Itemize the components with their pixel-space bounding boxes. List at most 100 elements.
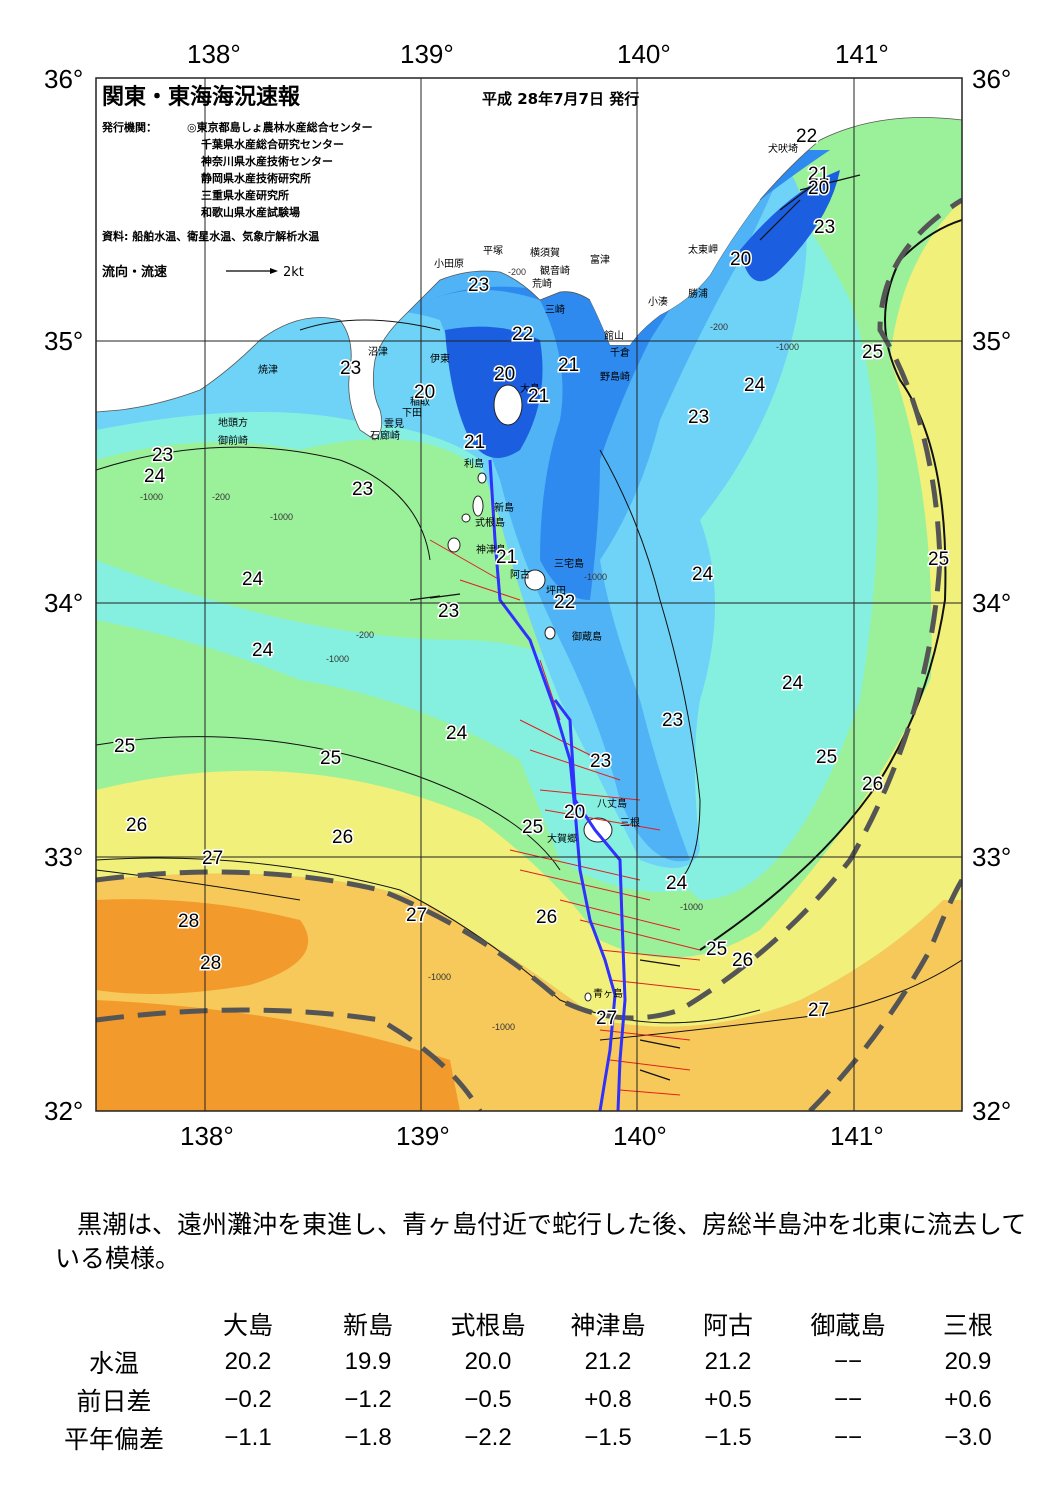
place-mitsune: 三根	[620, 816, 640, 829]
table-cell: 20.9	[944, 1348, 992, 1375]
iso-26: 26	[126, 815, 147, 836]
toshima-island	[477, 472, 487, 484]
iso-20: 20	[808, 178, 829, 199]
table-cell: −2.2	[464, 1424, 512, 1451]
iso-25: 25	[114, 736, 135, 757]
depth-200: -200	[356, 630, 374, 640]
issuer-4: 静岡県水産技術研究所	[201, 171, 311, 185]
iso-23: 23	[152, 445, 173, 466]
table-cell: +0.8	[584, 1386, 632, 1413]
depth-1000: -1000	[270, 512, 293, 522]
lon-labels-top: 138° 139° 140° 141°	[187, 39, 889, 69]
temp-zone-26-east	[860, 200, 962, 900]
place-hachijojima: 八丈島	[597, 797, 627, 810]
iso-23: 23	[688, 407, 709, 428]
kuroshio-outer-edge-west	[96, 1007, 483, 1111]
table-row: 水温 20.2 19.9 20.0 21.2 21.2 −− 20.9	[40, 1343, 1028, 1381]
kuroshio-edges	[96, 197, 962, 1111]
row-label: 平年偏差	[63, 1425, 164, 1454]
kozushima-island	[447, 537, 461, 553]
table-cell: −1.5	[704, 1424, 752, 1451]
depth-1000: -1000	[140, 492, 163, 502]
place-misaki: 三崎	[545, 303, 565, 316]
legend-label: 流向・流速	[102, 264, 167, 280]
depth-1000: -1000	[492, 1022, 515, 1032]
station-header: 神津島	[570, 1311, 646, 1340]
iso-24: 24	[144, 466, 166, 487]
depth-200: -200	[508, 267, 526, 277]
lat-36-left: 36°	[44, 64, 83, 94]
table-cell: 20.2	[224, 1348, 272, 1375]
depth-1000: -1000	[584, 572, 607, 582]
lat-labels-left: 36° 35° 34° 33° 32°	[44, 64, 83, 1126]
table-header-row: 大島 新島 式根島 神津島 阿古 御蔵島 三根	[40, 1305, 1028, 1343]
place-aogashima: 青ヶ島	[593, 987, 623, 1000]
kuroshio-inner-edge	[96, 197, 962, 1021]
place-numazu: 沼津	[368, 345, 388, 358]
isotherm-lines	[96, 219, 962, 1041]
depth-1000: -1000	[680, 902, 703, 912]
iso-26: 26	[332, 827, 353, 848]
temp-zone-24b	[96, 560, 690, 892]
lat-34-left: 34°	[44, 588, 83, 618]
iso-24: 24	[692, 564, 714, 585]
temp-zone-20-east	[740, 170, 840, 282]
place-hiratsuka: 平塚	[483, 245, 503, 257]
place-katsuura: 勝浦	[688, 287, 708, 300]
iso-23: 23	[814, 217, 835, 238]
kuroshio-axis-east	[553, 699, 627, 1111]
iso-26: 26	[536, 907, 557, 928]
isotherm-23	[299, 319, 441, 331]
table-cell: +0.6	[944, 1386, 992, 1413]
lon-labels-bottom: 138° 139° 140° 141°	[180, 1121, 884, 1151]
place-names: 犬吠埼 太東岬 勝浦 小湊 富津 館山 千倉 野島崎 横須賀 観音崎 荒崎 三崎…	[218, 142, 798, 1000]
miyakejima-island	[524, 569, 546, 591]
place-chikura: 千倉	[610, 346, 630, 359]
land	[96, 78, 962, 1002]
place-nojimazaki: 野島崎	[600, 370, 630, 383]
lat-35-left: 35°	[44, 326, 83, 356]
place-niijima: 新島	[494, 501, 514, 514]
place-kannonzaki: 観音崎	[540, 264, 570, 277]
place-jitogata: 地頭方	[218, 416, 248, 429]
issuer-1: ◎東京都島しょ農林水産総合センター	[187, 120, 373, 134]
place-shikinejima: 式根島	[475, 516, 505, 529]
data-source: 資料: 船舶水温、衛星水温、気象庁解析水温	[102, 229, 319, 243]
legend-arrowhead-icon	[270, 268, 278, 274]
place-toshima: 利島	[464, 457, 484, 470]
place-shimoda: 下田	[402, 408, 422, 419]
kuroshio-summary: 黒潮は、遠州灘沖を東進し、青ヶ島付近で蛇行した後、房総半島沖を北東に流去している…	[55, 1210, 1027, 1273]
isotherm-25	[96, 736, 561, 871]
place-mikurajima: 御蔵島	[572, 630, 602, 643]
depth-1000: -1000	[326, 654, 349, 664]
oshima-island	[493, 384, 523, 426]
place-omaezaki: 御前崎	[218, 434, 248, 447]
place-kominato: 小湊	[648, 295, 668, 308]
table-cell: +0.5	[704, 1386, 752, 1413]
place-ako: 阿古	[510, 568, 530, 581]
lon-140-bottom: 140°	[613, 1121, 667, 1151]
iso-23: 23	[340, 358, 361, 379]
table-cell: −1.2	[344, 1386, 392, 1413]
iso-28: 28	[178, 911, 199, 932]
iso-21: 21	[464, 432, 485, 453]
iso-22: 22	[554, 592, 575, 613]
lat-32-right: 32°	[972, 1096, 1011, 1126]
kuroshio-axis-west	[488, 459, 617, 1111]
iso-21: 21	[528, 386, 549, 407]
niijima-island	[472, 495, 484, 517]
depth-1000: -1000	[428, 972, 451, 982]
temp-zone-21	[430, 150, 830, 600]
iso-27: 27	[596, 1008, 617, 1029]
iso-24: 24	[782, 673, 804, 694]
temp-zone-26	[96, 600, 962, 1027]
place-kumomi: 雲見	[384, 418, 404, 430]
place-inatori: 稲取	[410, 396, 430, 408]
depth-200: -200	[710, 322, 728, 332]
honshu-coast	[96, 78, 962, 441]
table-cell: −−	[833, 1386, 863, 1413]
table-row: 平年偏差 −1.1 −1.8 −2.2 −1.5 −1.5 −− −3.0	[40, 1419, 1028, 1457]
table-cell: −3.0	[944, 1424, 992, 1451]
isotherm-27b	[96, 869, 301, 901]
